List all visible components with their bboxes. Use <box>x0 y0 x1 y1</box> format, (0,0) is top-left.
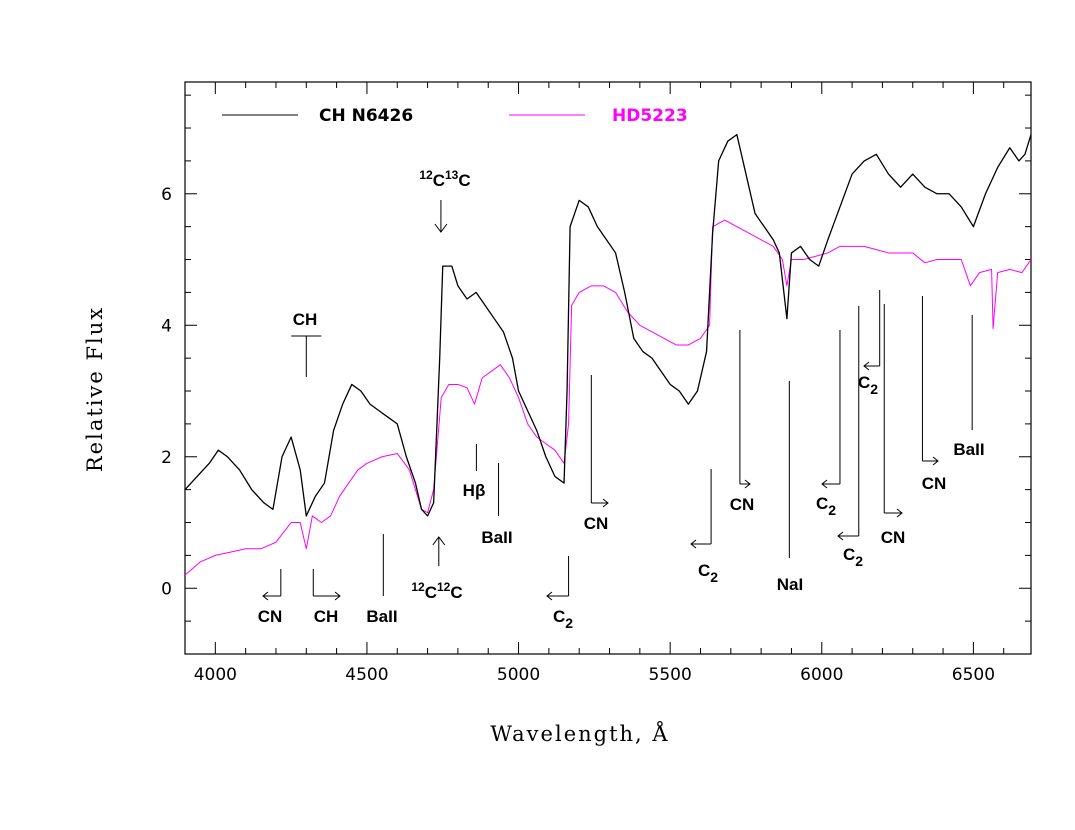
arrowhead <box>546 591 553 601</box>
ann-label-ch-top: CH <box>293 310 318 329</box>
ann-label-cn-6332: CN <box>922 474 947 493</box>
ann-label-cn-4216: CN <box>258 607 283 626</box>
legend-label-ch-n6426: CH N6426 <box>319 106 413 126</box>
y-tick-label: 4 <box>161 316 172 336</box>
ann-label-c2-6122: C2 <box>843 545 863 569</box>
ann-label-ch-4323: CH <box>314 607 339 626</box>
series-group <box>184 133 1032 576</box>
x-tick-label: 4500 <box>345 665 388 685</box>
series-line-ch-n6426 <box>184 133 1032 517</box>
arrowhead <box>602 498 609 508</box>
ann-label-hbeta: Hβ <box>463 481 486 500</box>
isotope-label-12c12c: 12C12C <box>411 580 462 602</box>
isotope-label-12c13c: 12C13C <box>419 168 470 190</box>
plot-frame <box>184 81 1032 655</box>
arrowhead <box>262 591 269 601</box>
axis-ticks <box>185 82 1031 655</box>
arrowhead <box>863 361 870 371</box>
x-axis-title: Wavelength, Å <box>490 721 669 746</box>
ann-label-nai: NaI <box>777 575 803 594</box>
x-tick-label: 5000 <box>497 665 540 685</box>
x-tick-label: 4000 <box>194 665 237 685</box>
arrowhead <box>434 223 448 233</box>
y-tick-label: 0 <box>161 579 172 599</box>
x-tick-label: 5500 <box>649 665 692 685</box>
legend: CH N6426 HD5223 <box>222 106 688 126</box>
y-tick-label: 6 <box>161 185 172 205</box>
arrowhead <box>821 479 828 489</box>
ann-label-cn-5730: CN <box>730 495 755 514</box>
legend-label-hd5223: HD5223 <box>612 106 688 126</box>
ann-label-baii-6496: BaII <box>953 440 984 459</box>
series-line-hd5223 <box>184 219 1032 576</box>
x-tick-label: 6500 <box>952 665 995 685</box>
y-axis-title: Relative Flux <box>83 306 107 472</box>
annotation-labels: CH CN CH BaII Hβ BaII C2 CN C2 CN NaI C2… <box>258 168 985 631</box>
ann-label-cn-5240: CN <box>584 514 609 533</box>
ann-label-baii-4554: BaII <box>366 607 397 626</box>
arrowhead <box>334 591 341 601</box>
axis-tick-labels: 4000 4500 5000 5500 6000 6500 0 2 4 6 <box>161 185 995 685</box>
arrowhead <box>896 508 903 518</box>
arrowhead <box>932 456 939 466</box>
arrowhead <box>690 539 697 549</box>
x-tick-label: 6000 <box>800 665 843 685</box>
ann-label-baii-4934: BaII <box>481 528 512 547</box>
arrowhead <box>837 531 844 541</box>
line-markers <box>262 200 973 601</box>
y-tick-label: 2 <box>161 448 172 468</box>
ann-label-c2-5635: C2 <box>698 561 718 585</box>
ann-label-cn-6206: CN <box>881 528 906 547</box>
arrowhead <box>432 536 446 546</box>
arrowhead <box>744 479 751 489</box>
ann-label-c2-6060: C2 <box>816 494 836 518</box>
ann-label-c2-6191: C2 <box>858 373 878 397</box>
ann-label-c2-5165: C2 <box>553 607 573 631</box>
